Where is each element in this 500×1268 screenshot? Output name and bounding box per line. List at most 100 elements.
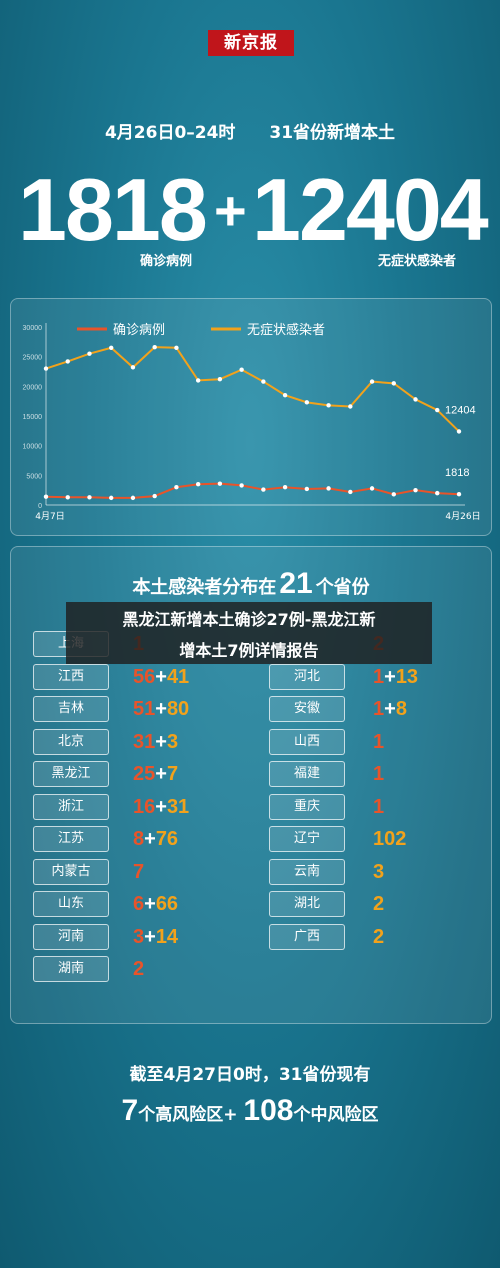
date-range: 4月26日0–24时 [104, 123, 236, 143]
province-name: 浙江 [33, 793, 109, 820]
confirmed-count: 3 [133, 925, 145, 948]
asymptomatic-count: 31 [166, 795, 190, 818]
plus-sign: + [384, 665, 396, 688]
data-point [435, 490, 440, 496]
asymptomatic-count: 66 [155, 893, 179, 915]
legend-label: 无症状感染者 [247, 322, 325, 338]
confirmed-count: 6 [133, 893, 145, 915]
confirmed-count: 1 [373, 763, 385, 785]
plus-sign: + [155, 698, 167, 720]
province-name: 安徽 [269, 696, 345, 722]
data-point [391, 492, 396, 497]
data-point [456, 429, 462, 434]
asymptomatic-count: 76 [155, 828, 179, 850]
trend-chart: 0 5000 10000 15000 20000 25000 30000 4月7日 4月26日 确… [23, 322, 481, 522]
legend-label: 确诊病例 [113, 323, 165, 338]
data-point [348, 489, 353, 495]
asymptomatic-count: 3 [166, 730, 179, 753]
province-name: 福建 [269, 761, 345, 787]
confirmed-count: 25 [133, 763, 156, 785]
plus-sign: + [144, 828, 156, 850]
province-value: 3+14 [133, 924, 178, 950]
high-risk-label: 个高风险区+ [138, 1105, 238, 1125]
province-name: 内蒙古 [33, 858, 109, 885]
plus-sign: + [384, 698, 396, 720]
footer-line2: 7个高风险区+ 108个中风险区 [0, 1094, 500, 1128]
total-plus: + [214, 179, 247, 242]
y-tick-label: 0 [38, 503, 42, 510]
plus-sign: + [155, 730, 167, 753]
confirmed-count: 51 [133, 698, 156, 720]
data-point [195, 378, 201, 383]
data-point [391, 381, 396, 386]
province-name: 重庆 [269, 793, 345, 820]
data-point [65, 359, 70, 364]
data-point [217, 377, 223, 382]
data-point [239, 483, 244, 488]
asymptomatic-label: 无症状感染者 [378, 254, 457, 269]
confirmed-label: 确诊病例 [140, 254, 193, 269]
province-name: 辽宁 [269, 826, 345, 852]
total-confirmed: 1818 [18, 160, 208, 259]
data-point [195, 482, 201, 487]
logo: 新京报 [208, 30, 294, 56]
caption-line2: 增本土7例详情报告 [179, 641, 319, 660]
distribution-title-post: 个省份 [315, 577, 370, 598]
data-point [87, 495, 92, 500]
asymptomatic-count: 2 [373, 893, 385, 915]
data-point [326, 403, 331, 408]
asymptomatic-count: 3 [373, 860, 385, 883]
caption-overlay: 黑龙江新增本土确诊27例-黑龙江新 增本土7例详情报告 [66, 602, 432, 664]
data-point [43, 366, 49, 371]
plus-sign: + [144, 893, 156, 915]
series-end-label: 1818 [445, 467, 469, 479]
province-count: 21 [279, 567, 313, 600]
asymptomatic-count: 102 [373, 828, 407, 850]
asymptomatic-count: 80 [166, 698, 190, 720]
province-value: 3 [373, 859, 384, 885]
plus-sign: + [155, 665, 167, 688]
asymptomatic-count: 14 [155, 925, 179, 948]
data-point [282, 485, 288, 490]
province-name: 北京 [33, 728, 109, 755]
data-point [282, 393, 288, 398]
asymptomatic-count: 41 [166, 665, 190, 688]
province-name: 湖北 [269, 891, 345, 917]
data-point [304, 400, 310, 405]
data-point [261, 487, 266, 492]
province-value: 51+80 [133, 696, 189, 722]
y-tick-label: 15000 [23, 414, 43, 421]
province-name: 山东 [33, 891, 109, 917]
y-tick-label: 10000 [23, 444, 43, 451]
province-value: 1 [373, 729, 384, 755]
y-tick-label: 25000 [23, 355, 43, 362]
caption-line1: 黑龙江新增本土确诊27例-黑龙江新 [122, 610, 376, 629]
confirmed-count: 31 [133, 730, 156, 753]
header: 4月26日0–24时 31省份新增本土 [0, 118, 500, 143]
plus-sign: + [155, 795, 167, 818]
data-point [174, 485, 179, 490]
mid-risk-label: 个中风险区 [293, 1105, 379, 1125]
series-end-label: 12404 [445, 404, 476, 416]
data-point [152, 344, 157, 350]
data-point [239, 367, 244, 372]
data-point [87, 351, 92, 356]
total-asymptomatic: 12404 [252, 160, 489, 259]
footer-line1: 截至4月27日0时，31省份现有 [129, 1065, 371, 1085]
province-value: 2 [133, 956, 144, 982]
province-name: 黑龙江 [33, 761, 109, 787]
data-point [413, 397, 418, 402]
data-point [435, 407, 440, 413]
data-point [326, 486, 331, 491]
confirmed-count: 2 [133, 958, 145, 980]
data-point [304, 486, 310, 492]
province-name: 吉林 [33, 696, 109, 722]
data-point [413, 487, 418, 493]
data-point [369, 379, 375, 384]
data-point [348, 404, 353, 409]
data-point [217, 481, 223, 486]
province-name: 江苏 [33, 826, 109, 852]
province-value: 1 [373, 794, 384, 820]
high-risk-count: 7 [121, 1094, 139, 1127]
province-value: 7 [133, 859, 144, 885]
